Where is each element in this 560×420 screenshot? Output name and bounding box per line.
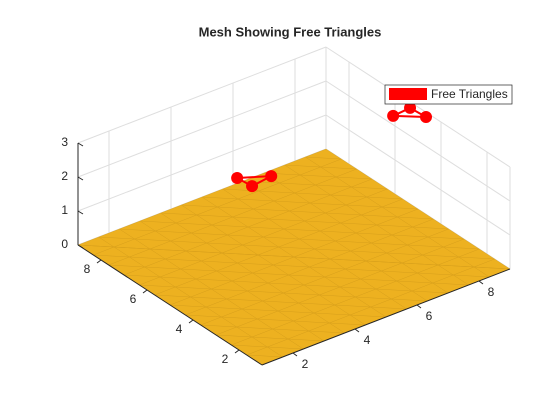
z-tick bbox=[77, 142, 84, 147]
z-tick bbox=[77, 176, 84, 181]
mesh-edge bbox=[93, 254, 490, 278]
free-triangle-vertex bbox=[246, 180, 259, 193]
z-tick-label: 1 bbox=[61, 203, 68, 217]
free-triangle bbox=[392, 106, 427, 119]
grid-line bbox=[77, 46, 327, 144]
mesh-edge bbox=[200, 324, 345, 334]
chart-title: Mesh Showing Free Triangles bbox=[199, 24, 382, 39]
mesh-edge bbox=[169, 304, 387, 318]
legend-label: Free Triangles bbox=[431, 87, 508, 101]
x-tick-label: 4 bbox=[364, 333, 371, 347]
y-tick bbox=[188, 319, 194, 324]
mesh-edge bbox=[77, 148, 327, 246]
x-tick bbox=[478, 280, 484, 285]
z-tick-label: 3 bbox=[61, 135, 68, 149]
legend-swatch bbox=[389, 88, 427, 100]
x-tick-label: 8 bbox=[488, 285, 495, 299]
free-triangle bbox=[233, 175, 272, 188]
free-triangle-vertex bbox=[265, 170, 278, 183]
y-tick bbox=[142, 289, 148, 294]
grid-line bbox=[325, 114, 511, 236]
legend: Free Triangles bbox=[384, 84, 513, 105]
mesh-edge bbox=[108, 264, 469, 286]
free-triangle-vertex bbox=[231, 172, 244, 185]
mesh-edge bbox=[305, 156, 342, 160]
z-tick bbox=[77, 210, 84, 215]
free-triangle-vertex bbox=[420, 111, 432, 124]
mesh-edge bbox=[231, 344, 304, 350]
mesh-edge bbox=[77, 244, 511, 270]
z-tick-label: 0 bbox=[61, 237, 68, 251]
mesh-edge bbox=[263, 172, 373, 180]
x-tick bbox=[354, 328, 360, 333]
x-tick-label: 6 bbox=[426, 309, 433, 323]
mesh-edge bbox=[98, 236, 495, 260]
x-tick-label: 2 bbox=[302, 357, 309, 371]
mesh-edge bbox=[139, 220, 465, 240]
z-tick bbox=[77, 244, 84, 249]
y-tick bbox=[234, 349, 240, 354]
mesh-edge bbox=[325, 148, 511, 270]
mesh-edge bbox=[215, 334, 325, 342]
x-tick bbox=[292, 352, 298, 357]
mesh-edge bbox=[123, 274, 449, 294]
grid-line bbox=[325, 46, 511, 168]
mesh-edge bbox=[154, 294, 407, 310]
y-tick-label: 4 bbox=[176, 322, 183, 336]
free-triangle-vertex bbox=[387, 109, 400, 122]
y-tick-label: 8 bbox=[84, 262, 91, 276]
y-tick-label: 6 bbox=[130, 292, 137, 306]
mesh-edge bbox=[119, 228, 480, 250]
mesh-edge bbox=[246, 354, 283, 358]
x-axis bbox=[261, 268, 511, 366]
grid-line bbox=[77, 80, 327, 178]
x-tick bbox=[416, 304, 422, 309]
y-axis bbox=[77, 244, 263, 366]
mesh-edge bbox=[160, 212, 449, 230]
mesh-edge bbox=[185, 314, 366, 326]
grid-line bbox=[325, 80, 511, 202]
grid-line bbox=[77, 114, 327, 212]
y-tick-label: 2 bbox=[222, 352, 229, 366]
mesh-edge bbox=[139, 284, 428, 302]
z-tick-label: 2 bbox=[61, 169, 68, 183]
mesh-edge bbox=[181, 204, 434, 220]
y-tick bbox=[96, 259, 102, 264]
